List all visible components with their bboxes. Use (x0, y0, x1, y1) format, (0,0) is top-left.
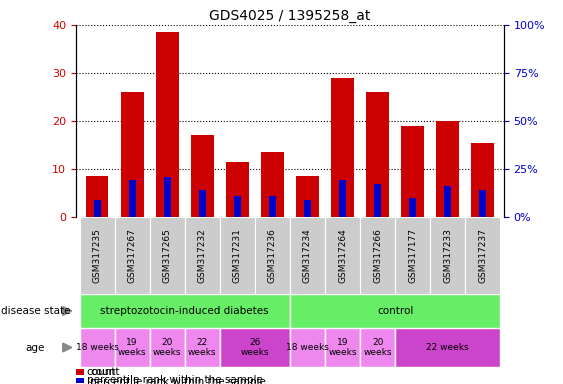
Bar (156, 32, 178, 217)
Bar (150, 328, 185, 367)
Title: GDS4025 / 1395258_at: GDS4025 / 1395258_at (209, 8, 370, 23)
Bar (128, 180, 136, 217)
Bar (366, 92, 389, 217)
Bar (150, 217, 185, 294)
Bar (374, 184, 381, 217)
Text: control: control (377, 306, 413, 316)
Text: GSM317267: GSM317267 (128, 228, 137, 283)
Bar (220, 328, 290, 367)
Text: GSM317264: GSM317264 (338, 228, 347, 283)
Text: 22 weeks: 22 weeks (426, 343, 469, 352)
Bar (479, 190, 486, 217)
Text: GSM317266: GSM317266 (373, 228, 382, 283)
Bar (331, 78, 354, 217)
Bar (269, 196, 276, 217)
Bar (430, 217, 465, 294)
Bar (255, 217, 290, 294)
Bar (360, 217, 395, 294)
Text: 18 weeks: 18 weeks (75, 343, 118, 352)
Bar (360, 328, 395, 367)
Text: GSM317265: GSM317265 (163, 228, 172, 283)
Bar (325, 328, 360, 367)
Bar (115, 328, 150, 367)
Bar (226, 162, 249, 217)
Text: percentile rank within the sample: percentile rank within the sample (90, 377, 266, 384)
Bar (79, 328, 115, 367)
Text: 19
weeks: 19 weeks (118, 338, 146, 357)
Bar (401, 126, 424, 217)
Text: 18 weeks: 18 weeks (286, 343, 329, 352)
Text: disease state: disease state (1, 306, 70, 316)
Bar (339, 180, 346, 217)
Text: count: count (90, 367, 119, 377)
Bar (164, 177, 171, 217)
Text: count: count (87, 367, 116, 377)
Text: GSM317233: GSM317233 (443, 228, 452, 283)
Text: GSM317234: GSM317234 (303, 228, 312, 283)
Bar (191, 136, 214, 217)
Text: streptozotocin-induced diabetes: streptozotocin-induced diabetes (100, 306, 269, 316)
Bar (199, 190, 205, 217)
Bar (220, 217, 255, 294)
Bar (76, 378, 84, 383)
Bar (185, 217, 220, 294)
Bar (93, 200, 101, 217)
Text: GSM317235: GSM317235 (92, 228, 101, 283)
Bar (76, 369, 84, 375)
Bar (79, 217, 115, 294)
Bar (290, 328, 325, 367)
Text: 20
weeks: 20 weeks (363, 338, 392, 357)
Bar (471, 142, 494, 217)
Bar (465, 217, 501, 294)
Bar (120, 92, 144, 217)
Bar (290, 294, 501, 328)
Text: 19
weeks: 19 weeks (328, 338, 357, 357)
Text: GSM317177: GSM317177 (408, 228, 417, 283)
Bar (409, 198, 416, 217)
Text: 20
weeks: 20 weeks (153, 338, 181, 357)
Bar (290, 217, 325, 294)
Bar (261, 152, 284, 217)
Text: age: age (25, 343, 44, 353)
Bar (444, 186, 452, 217)
Bar (86, 176, 109, 217)
Bar (304, 200, 311, 217)
Text: percentile rank within the sample: percentile rank within the sample (87, 376, 262, 384)
Text: GSM317236: GSM317236 (268, 228, 277, 283)
Bar (79, 294, 290, 328)
Bar (185, 328, 220, 367)
Text: GSM317232: GSM317232 (198, 228, 207, 283)
Text: GSM317231: GSM317231 (233, 228, 242, 283)
Text: GSM317237: GSM317237 (479, 228, 488, 283)
Bar (395, 217, 430, 294)
Bar (325, 217, 360, 294)
Bar (234, 196, 241, 217)
Bar (115, 217, 150, 294)
Text: 22
weeks: 22 weeks (188, 338, 217, 357)
Bar (296, 176, 319, 217)
Text: 26
weeks: 26 weeks (240, 338, 269, 357)
Bar (436, 121, 459, 217)
Bar (395, 328, 501, 367)
